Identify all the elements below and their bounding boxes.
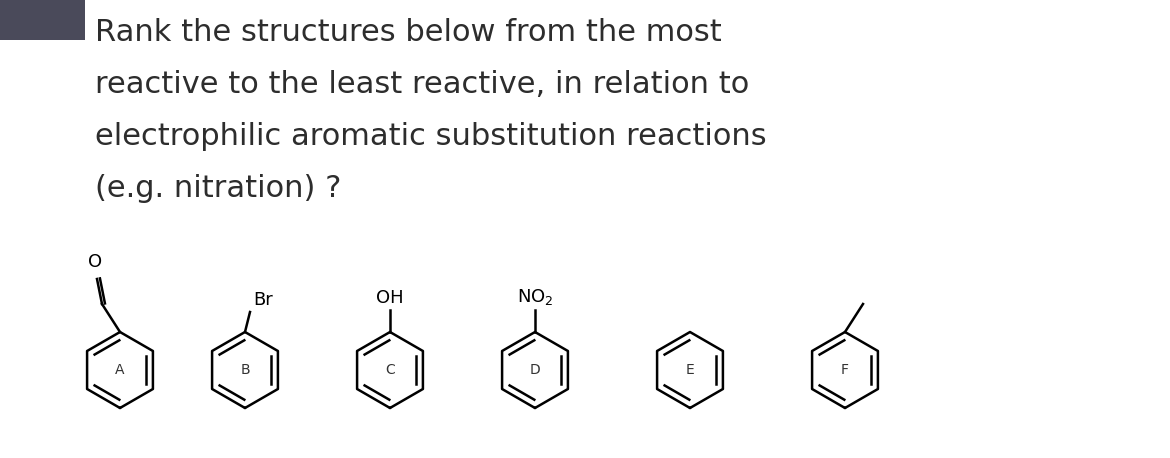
Text: B: B	[240, 363, 250, 377]
Text: OH: OH	[377, 289, 404, 307]
Text: NO$_2$: NO$_2$	[517, 287, 553, 307]
Text: reactive to the least reactive, in relation to: reactive to the least reactive, in relat…	[95, 70, 749, 99]
Text: Rank the structures below from the most: Rank the structures below from the most	[95, 18, 722, 47]
Text: O: O	[88, 253, 102, 271]
Text: C: C	[385, 363, 395, 377]
Text: Br: Br	[253, 291, 273, 309]
Bar	[0, 0, 85, 40]
Text: (e.g. nitration) ?: (e.g. nitration) ?	[95, 174, 342, 203]
Text: electrophilic aromatic substitution reactions: electrophilic aromatic substitution reac…	[95, 122, 766, 151]
Text: D: D	[530, 363, 541, 377]
Text: A: A	[116, 363, 125, 377]
Text: F: F	[841, 363, 849, 377]
Text: E: E	[686, 363, 694, 377]
